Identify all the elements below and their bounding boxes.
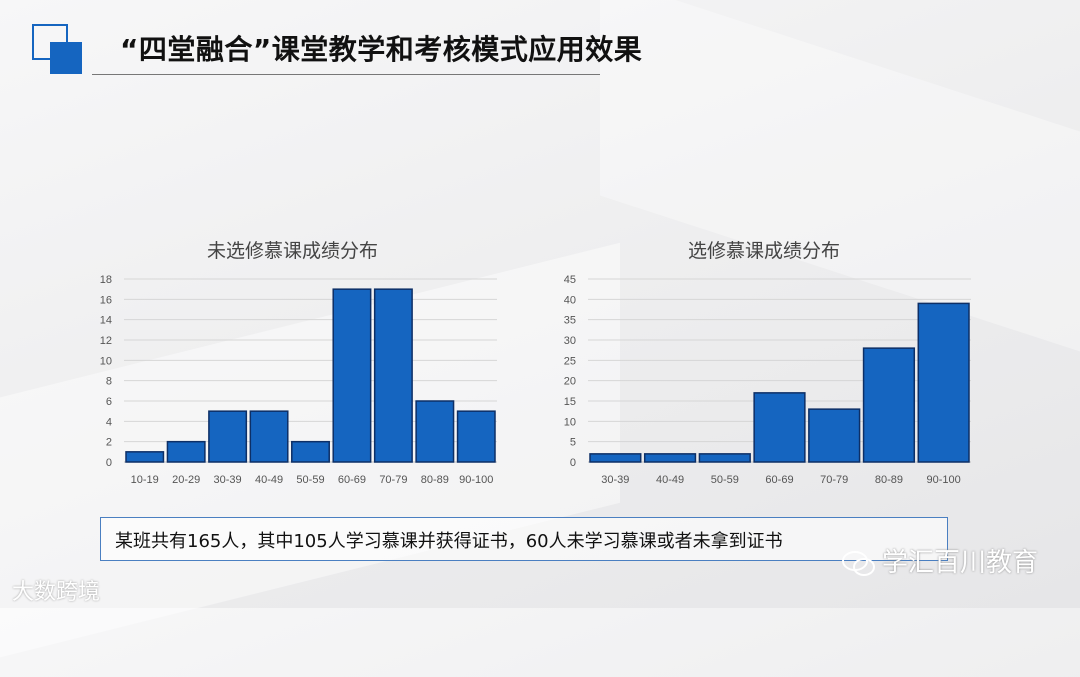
y-tick-label: 4 (106, 416, 112, 428)
summary-box: 某班共有165人，其中105人学习慕课并获得证书，60人未学习慕课或者未拿到证书 (100, 517, 948, 561)
y-tick-label: 40 (564, 294, 576, 306)
y-tick-label: 10 (100, 355, 112, 367)
y-tick-label: 15 (564, 396, 576, 408)
bar (917, 302, 970, 463)
logo-square-fill (50, 42, 82, 74)
watermark-left-text: 大数跨境 (12, 580, 101, 605)
watermark-right-text: 学汇百川教育 (882, 548, 1039, 578)
x-tick-label: 30-39 (214, 474, 242, 486)
y-tick-label: 25 (564, 355, 576, 367)
y-tick-label: 10 (564, 416, 576, 428)
y-tick-label: 12 (100, 335, 112, 347)
bar (808, 408, 861, 463)
x-tick-label: 70-79 (379, 474, 407, 486)
x-tick-label: 90-100 (927, 474, 961, 486)
x-tick-label: 40-49 (656, 474, 684, 486)
x-tick-label: 20-29 (172, 474, 200, 486)
y-tick-label: 8 (106, 376, 112, 388)
bar (249, 410, 289, 463)
bar (862, 347, 916, 463)
x-tick-label: 50-59 (296, 474, 324, 486)
bar (643, 453, 697, 463)
y-tick-label: 2 (106, 437, 112, 449)
y-tick-label: 0 (106, 457, 112, 469)
x-tick-label: 60-69 (338, 474, 366, 486)
bar (753, 392, 806, 463)
x-tick-label: 50-59 (711, 474, 739, 486)
bar (698, 453, 751, 463)
bar (415, 400, 455, 463)
chart-title-left: 未选修慕课成绩分布 (207, 240, 379, 262)
y-tick-label: 35 (564, 315, 576, 327)
bar (589, 453, 642, 463)
y-tick-label: 0 (570, 457, 576, 469)
x-tick-label: 10-19 (131, 474, 159, 486)
watermark-right: 学汇百川教育 (842, 542, 1038, 579)
y-tick-label: 18 (100, 274, 112, 286)
chart-title-right: 选修慕课成绩分布 (688, 240, 841, 262)
y-tick-label: 5 (570, 437, 576, 449)
x-tick-label: 90-100 (459, 474, 493, 486)
bar (291, 440, 330, 463)
bar (166, 440, 206, 463)
bar (332, 288, 372, 463)
x-tick-label: 60-69 (765, 474, 793, 486)
summary-text: 某班共有165人，其中105人学习慕课并获得证书，60人未学习慕课或者未拿到证书 (115, 531, 783, 552)
bar (208, 410, 248, 463)
y-tick-label: 20 (564, 376, 576, 388)
slide-title: “四堂融合”课堂教学和考核模式应用效果 (120, 33, 643, 66)
y-tick-label: 30 (564, 335, 576, 347)
y-tick-label: 16 (100, 294, 112, 306)
y-tick-label: 45 (564, 274, 576, 286)
x-tick-label: 40-49 (255, 474, 283, 486)
y-tick-label: 14 (100, 315, 112, 327)
watermark-left: 大数跨境 (8, 574, 100, 606)
title-underline (92, 74, 600, 75)
x-tick-label: 80-89 (421, 474, 449, 486)
x-tick-label: 80-89 (875, 474, 903, 486)
wechat-icon (842, 550, 876, 578)
x-tick-label: 30-39 (601, 474, 629, 486)
bar (373, 288, 413, 463)
bar (456, 410, 496, 463)
x-tick-label: 70-79 (820, 474, 848, 486)
y-tick-label: 6 (106, 396, 112, 408)
bar (125, 451, 165, 463)
bar-charts: 0 2 4 6 8 10 12 14 16 18 10-19 20-29 30-39 40-49 50-59… (100, 274, 971, 486)
